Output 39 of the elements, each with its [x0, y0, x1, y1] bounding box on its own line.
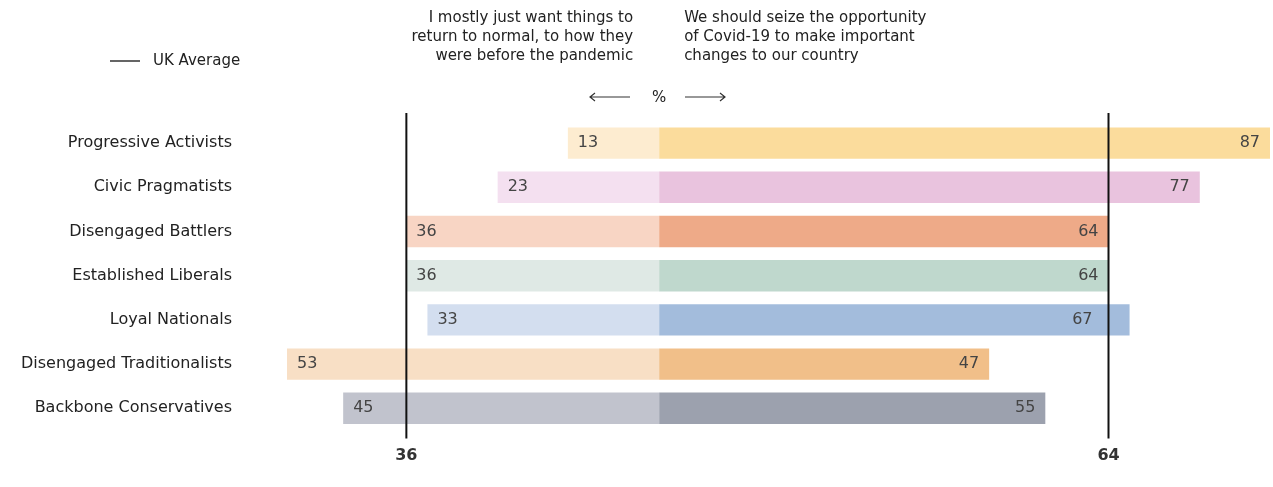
data-label: 64 [1078, 220, 1099, 240]
data-label: 53 [297, 353, 318, 373]
bar [343, 392, 660, 424]
x-axis-title: % [651, 88, 668, 107]
legend-label: UK Average [153, 50, 241, 69]
bar [406, 260, 660, 292]
bar [659, 171, 1200, 203]
bar [287, 348, 660, 380]
bar [659, 260, 1109, 292]
bar [427, 304, 660, 336]
y-tick-label: Disengaged Battlers [69, 220, 232, 240]
text: I mostly just want things to return to normal, to how they were before the pandemic [410, 8, 634, 65]
data-label: 45 [353, 397, 374, 417]
bar [659, 392, 1046, 424]
y-tick-label: Loyal Nationals [109, 309, 232, 329]
data-label: 55 [1014, 397, 1036, 417]
data-label: 87 [1239, 132, 1260, 152]
data-label: 23 [507, 176, 528, 196]
y-tick-label: Disengaged Traditionalists [21, 353, 232, 373]
bar [659, 304, 1130, 336]
data-label: 64 [1078, 264, 1099, 284]
bar [406, 215, 660, 248]
bar [659, 127, 1270, 159]
bar [497, 171, 660, 203]
y-tick-label: Progressive Activists [67, 132, 232, 152]
y-tick-label: Established Liberals [72, 264, 232, 284]
bar [659, 215, 1109, 248]
data-label: 36 [416, 264, 437, 284]
data-label: 33 [437, 309, 458, 329]
data-label: 47 [958, 353, 980, 373]
data-label: 13 [577, 132, 599, 152]
y-tick-label: Backbone Conservatives [34, 397, 232, 417]
bar [659, 348, 990, 380]
text: We should seize the opportunity of Covid-19 to make important changes to our country [684, 8, 928, 65]
data-label: 36 [416, 220, 437, 240]
data-label: 77 [1169, 176, 1190, 196]
bar [567, 127, 660, 159]
data-label: 67 [1072, 309, 1093, 329]
y-tick-label: Civic Pragmatists [93, 176, 232, 196]
